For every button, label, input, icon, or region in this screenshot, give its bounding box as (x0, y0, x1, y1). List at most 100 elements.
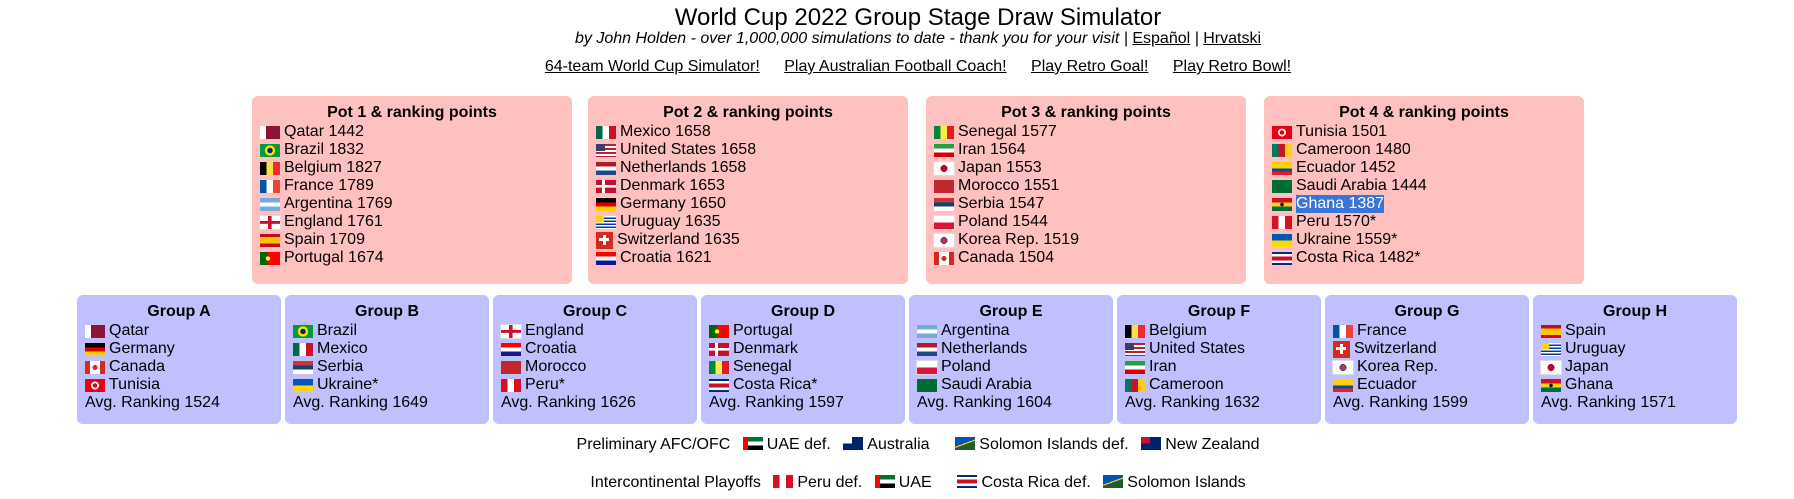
playoff-label: Intercontinental Playoffs (590, 474, 761, 491)
team-row: Costa Rica 1482* (1272, 249, 1576, 267)
flag (1125, 342, 1145, 356)
team: Korea Rep. 1519 (958, 231, 1079, 248)
team: Germany 1650 (620, 195, 726, 212)
nav: 64-team World Cup Simulator! Play Austra… (0, 58, 1794, 76)
flag (1272, 179, 1292, 193)
flag (1125, 324, 1145, 338)
group-title: Group C (563, 303, 627, 320)
team-row: Korea Rep. 1519 (933, 231, 1238, 249)
nav-link[interactable]: Play Retro Bowl! (1172, 58, 1292, 75)
winner: UAE (766, 436, 800, 453)
team-row: Cameroon 1480 (1272, 141, 1576, 159)
team-row: France (1333, 322, 1521, 340)
group-title: Group G (1394, 303, 1460, 320)
team: Japan 1553 (958, 159, 1042, 176)
team: Mexico 1658 (620, 123, 711, 140)
team-row: Ukraine 1559* (1272, 231, 1576, 249)
team-row: Qatar (85, 322, 273, 340)
team: Senegal 1577 (958, 123, 1057, 140)
group-box: Group C England Croatia Morocco Peru* Avg. Ra… (493, 295, 697, 424)
flag (501, 378, 521, 392)
team-row: Morocco 1551 (934, 177, 1238, 195)
group-average: Avg. Ranking 1604 (917, 394, 1052, 411)
flag (260, 197, 280, 211)
nav-link[interactable]: Play Retro Goal! (1031, 58, 1149, 75)
verb: def. (835, 474, 863, 491)
language-link[interactable]: Español (1132, 30, 1191, 47)
team: Tunisia (109, 376, 160, 393)
team-row: Iran (1125, 358, 1313, 376)
flag (260, 161, 280, 175)
flag (1272, 251, 1292, 265)
team-row: Ghana (1541, 376, 1729, 394)
pot-box: Pot 4 & ranking points Tunisia 1501 Camero… (1264, 96, 1584, 284)
team-row: Portugal 1674 (260, 249, 564, 267)
flag (260, 179, 280, 193)
team-row: Netherlands (917, 340, 1105, 358)
team-row: Japan 1553 (933, 159, 1238, 177)
team-row: Spain 1709 (260, 231, 564, 249)
team-row: Argentina 1769 (260, 195, 564, 213)
team: Serbia 1547 (958, 195, 1045, 212)
team-row: Peru* (501, 376, 689, 394)
flag (260, 251, 280, 265)
flag (917, 378, 937, 392)
page-title: World Cup 2022 Group Stage Draw Simulato… (674, 4, 1162, 31)
nav-link[interactable]: 64-team World Cup Simulator! (544, 58, 760, 75)
pot-box: Pot 2 & ranking points Mexico 1658 United … (588, 96, 908, 284)
team: Ukraine* (317, 376, 379, 393)
flag (934, 251, 954, 265)
flag (709, 378, 729, 392)
team-row: Uruguay (1541, 340, 1729, 358)
flag (1272, 143, 1292, 157)
team: Poland 1544 (958, 213, 1048, 230)
team-row: Poland (916, 358, 1105, 376)
team-row: Cameroon (1125, 376, 1313, 394)
flag (934, 179, 954, 193)
team: Portugal 1674 (284, 249, 384, 266)
flag (293, 324, 313, 338)
group-average: Avg. Ranking 1597 (709, 394, 844, 411)
team-row: Denmark 1653 (596, 177, 900, 195)
team-row: United States 1658 (596, 141, 900, 159)
team-row: England 1761 (259, 213, 564, 231)
team-row: Korea Rep. (1332, 358, 1521, 376)
subtitle: by John Holden - over 1,000,000 simulati… (0, 30, 1794, 48)
team-row: Netherlands 1658 (596, 159, 900, 177)
team-row: Ecuador 1452 (1272, 159, 1576, 177)
flag (742, 437, 763, 450)
team: Switzerland (1354, 340, 1437, 357)
team-row: Iran 1564 (934, 141, 1238, 159)
team: Ghana (1565, 376, 1614, 393)
team-row: Belgium (1125, 322, 1313, 340)
team: Canada 1504 (958, 249, 1055, 266)
flag (916, 359, 938, 375)
group-box: Group B Brazil Mexico Serbia Ukraine* Avg. Ra… (285, 295, 489, 424)
team-row: Mexico 1658 (596, 123, 900, 141)
group-title: Group A (147, 303, 211, 320)
flag (85, 378, 105, 392)
language-link[interactable]: Hrvatski (1203, 30, 1262, 47)
team-row: Ukraine* (293, 376, 481, 394)
nav-link[interactable]: Play Australian Football Coach! (784, 58, 1007, 75)
flag (596, 179, 616, 193)
team-row: Morocco (501, 358, 689, 376)
group-average: Avg. Ranking 1626 (501, 394, 636, 411)
team-row: Serbia (293, 358, 481, 376)
playoff-label: Preliminary AFC/OFC (576, 436, 731, 453)
team-row: Saudi Arabia 1444 (1272, 177, 1576, 195)
flag (934, 125, 954, 139)
team-row: Brazil (293, 322, 481, 340)
flag (596, 161, 616, 175)
team: Ecuador 1452 (1296, 159, 1396, 176)
group-average: Avg. Ranking 1524 (85, 394, 220, 411)
team: Spain (1565, 322, 1606, 339)
loser: New Zealand (1165, 436, 1260, 453)
flag (596, 125, 616, 139)
verb: def. (1102, 436, 1129, 453)
team: Saudi Arabia 1444 (1296, 177, 1427, 194)
team: Peru* (525, 376, 566, 393)
team: Cameroon (1149, 376, 1224, 393)
team: Belgium 1827 (284, 159, 382, 176)
flag (596, 197, 616, 211)
